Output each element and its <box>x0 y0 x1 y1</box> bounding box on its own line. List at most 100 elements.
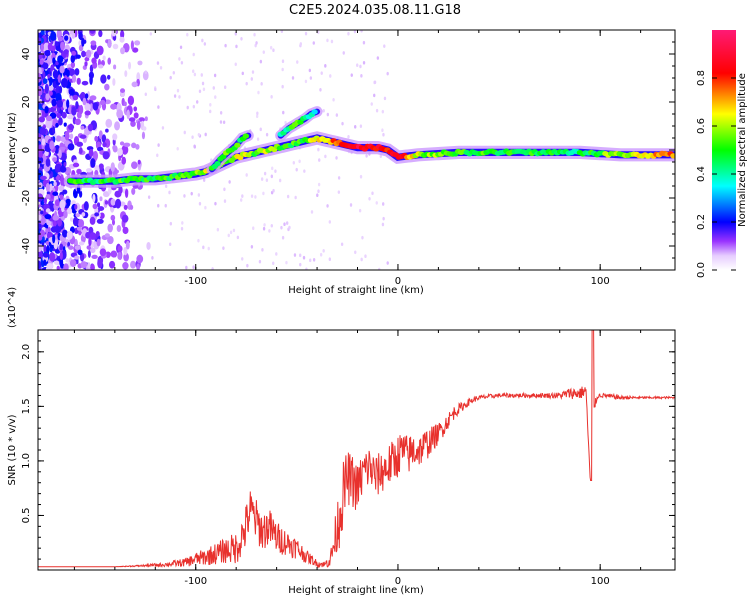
snr-x-tick-label: 0 <box>395 576 401 587</box>
spectrogram-noise-speck <box>349 203 353 207</box>
spectrogram-noise-speck <box>66 230 73 240</box>
spectrogram-noise-speck <box>360 30 363 33</box>
spectrogram-noise-speck <box>55 122 59 128</box>
spectrogram-noise-speck <box>67 114 74 120</box>
spectrogram-noise-speck <box>89 30 96 34</box>
spectrogram-noise-speck <box>105 251 111 258</box>
spectrogram-noise-speck <box>63 122 67 127</box>
spectrogram-noise-speck <box>81 50 86 58</box>
spectrogram-noise-speck <box>151 256 154 260</box>
spectrogram-noise-speck <box>193 72 197 77</box>
spectrogram-noise-speck <box>54 260 61 266</box>
spectrogram-noise-speck <box>134 40 141 46</box>
spectrogram-noise-speck <box>38 243 43 252</box>
spectrogram-noise-speck <box>262 50 265 54</box>
spectrogram-noise-speck <box>332 97 335 102</box>
spectrogram-noise-speck <box>76 77 81 85</box>
spectrogram-noise-speck <box>74 255 80 260</box>
spectrogram-noise-speck <box>256 111 259 116</box>
spectrogram-noise-speck <box>70 61 76 69</box>
spectrogram-noise-speck <box>342 51 345 55</box>
spectrogram-noise-speck <box>98 130 103 140</box>
spectrogram-noise-speck <box>78 31 83 40</box>
spectrogram-noise-speck <box>131 161 138 169</box>
spectrogram-noise-speck <box>281 235 285 240</box>
spectrogram-noise-speck <box>58 185 65 192</box>
spectrogram-noise-speck <box>105 118 113 128</box>
spectrogram-noise-speck <box>111 219 116 226</box>
spectrogram-noise-speck <box>102 55 106 61</box>
spectrogram-noise-speck <box>135 143 140 150</box>
spectrogram-noise-speck <box>83 201 89 211</box>
spectrogram-noise-speck <box>234 62 237 67</box>
spectrogram-noise-speck <box>359 174 363 179</box>
spectrogram-noise-speck <box>127 95 135 106</box>
spectrogram-noise-speck <box>197 238 200 243</box>
spectrogram-noise-speck <box>317 147 320 152</box>
spectrogram-noise-speck <box>317 30 320 35</box>
spectrogram-noise-speck <box>91 57 97 64</box>
colorbar-tick-label: 0.0 <box>696 262 707 278</box>
spectrogram-noise-speck <box>64 130 70 141</box>
spectrogram-noise-speck <box>235 44 238 49</box>
spectrogram-noise-speck <box>104 200 109 205</box>
spectrogram-noise-speck <box>253 32 256 37</box>
spectrogram-noise-speck <box>288 225 291 230</box>
spectrogram-noise-speck <box>310 210 314 214</box>
spectrogram-noise-speck <box>87 250 91 258</box>
spectrogram-noise-speck <box>40 175 47 181</box>
spectrogram-noise-speck <box>304 79 308 84</box>
spectrogram-noise-speck <box>360 74 363 78</box>
spectrogram-noise-speck <box>179 45 183 50</box>
spectrogram-noise-speck <box>45 92 50 101</box>
spectrogram-noise-speck <box>319 88 322 92</box>
spectrogram-noise-speck <box>91 254 98 259</box>
spectrogram-noise-speck <box>42 54 46 59</box>
spectrogram-noise-speck <box>112 145 118 153</box>
spectrogram-noise-speck <box>381 202 385 206</box>
spectrogram-noise-speck <box>316 193 319 197</box>
spectrogram-noise-speck <box>159 65 163 70</box>
spectrogram-noise-speck <box>99 196 103 202</box>
spectrogram-noise-speck <box>259 59 263 64</box>
spectrogram-noise-speck <box>58 117 63 126</box>
spectrogram-noise-speck <box>49 140 55 151</box>
spectrogram-noise-speck <box>75 101 79 110</box>
spectrogram-noise-speck <box>78 44 84 52</box>
spectrogram-noise-speck <box>232 228 236 233</box>
spectrogram-y-tick-label: 20 <box>21 96 32 109</box>
spectrogram-noise-speck <box>303 169 306 173</box>
spectrogram-noise-speck <box>169 221 173 226</box>
spectrogram-noise-speck <box>281 84 284 89</box>
spectrogram-noise-speck <box>309 258 312 263</box>
spectrogram-noise-speck <box>157 143 160 147</box>
spectrogram-noise-speck <box>201 81 205 86</box>
spectrogram-noise-speck <box>305 267 308 270</box>
spectrogram-noise-speck <box>353 30 357 34</box>
spectrogram-noise-speck <box>60 77 68 88</box>
spectrogram-noise-speck <box>262 226 266 231</box>
spectrogram-noise-speck <box>56 99 63 108</box>
spectrogram-noise-speck <box>298 253 302 258</box>
spectrogram-noise-speck <box>294 195 297 200</box>
spectrogram-noise-speck <box>110 162 115 172</box>
spectrogram-noise-speck <box>192 104 196 109</box>
spectrogram-branch-track-cell <box>214 161 221 167</box>
spectrogram-noise-speck <box>74 68 80 76</box>
spectrogram-noise-speck <box>386 71 389 76</box>
spectrogram-noise-speck <box>59 194 64 200</box>
spectrogram-noise-speck <box>180 226 184 231</box>
spectrogram-noise-speck <box>79 252 85 262</box>
spectrogram-noise-speck <box>97 146 104 152</box>
spectrogram-noise-speck <box>59 251 63 260</box>
spectrogram-noise-speck <box>45 194 51 200</box>
spectrogram-noise-speck <box>99 99 106 106</box>
spectrogram-noise-speck <box>271 166 274 171</box>
spectrogram-noise-speck <box>79 104 84 115</box>
spectrogram-noise-speck <box>129 204 134 210</box>
colorbar-tick-label: 0.2 <box>696 214 707 230</box>
spectrogram-noise-speck <box>133 106 138 112</box>
spectrogram-noise-speck <box>172 70 176 75</box>
spectrogram-noise-speck <box>69 133 74 140</box>
spectrogram-noise-speck <box>137 60 143 66</box>
